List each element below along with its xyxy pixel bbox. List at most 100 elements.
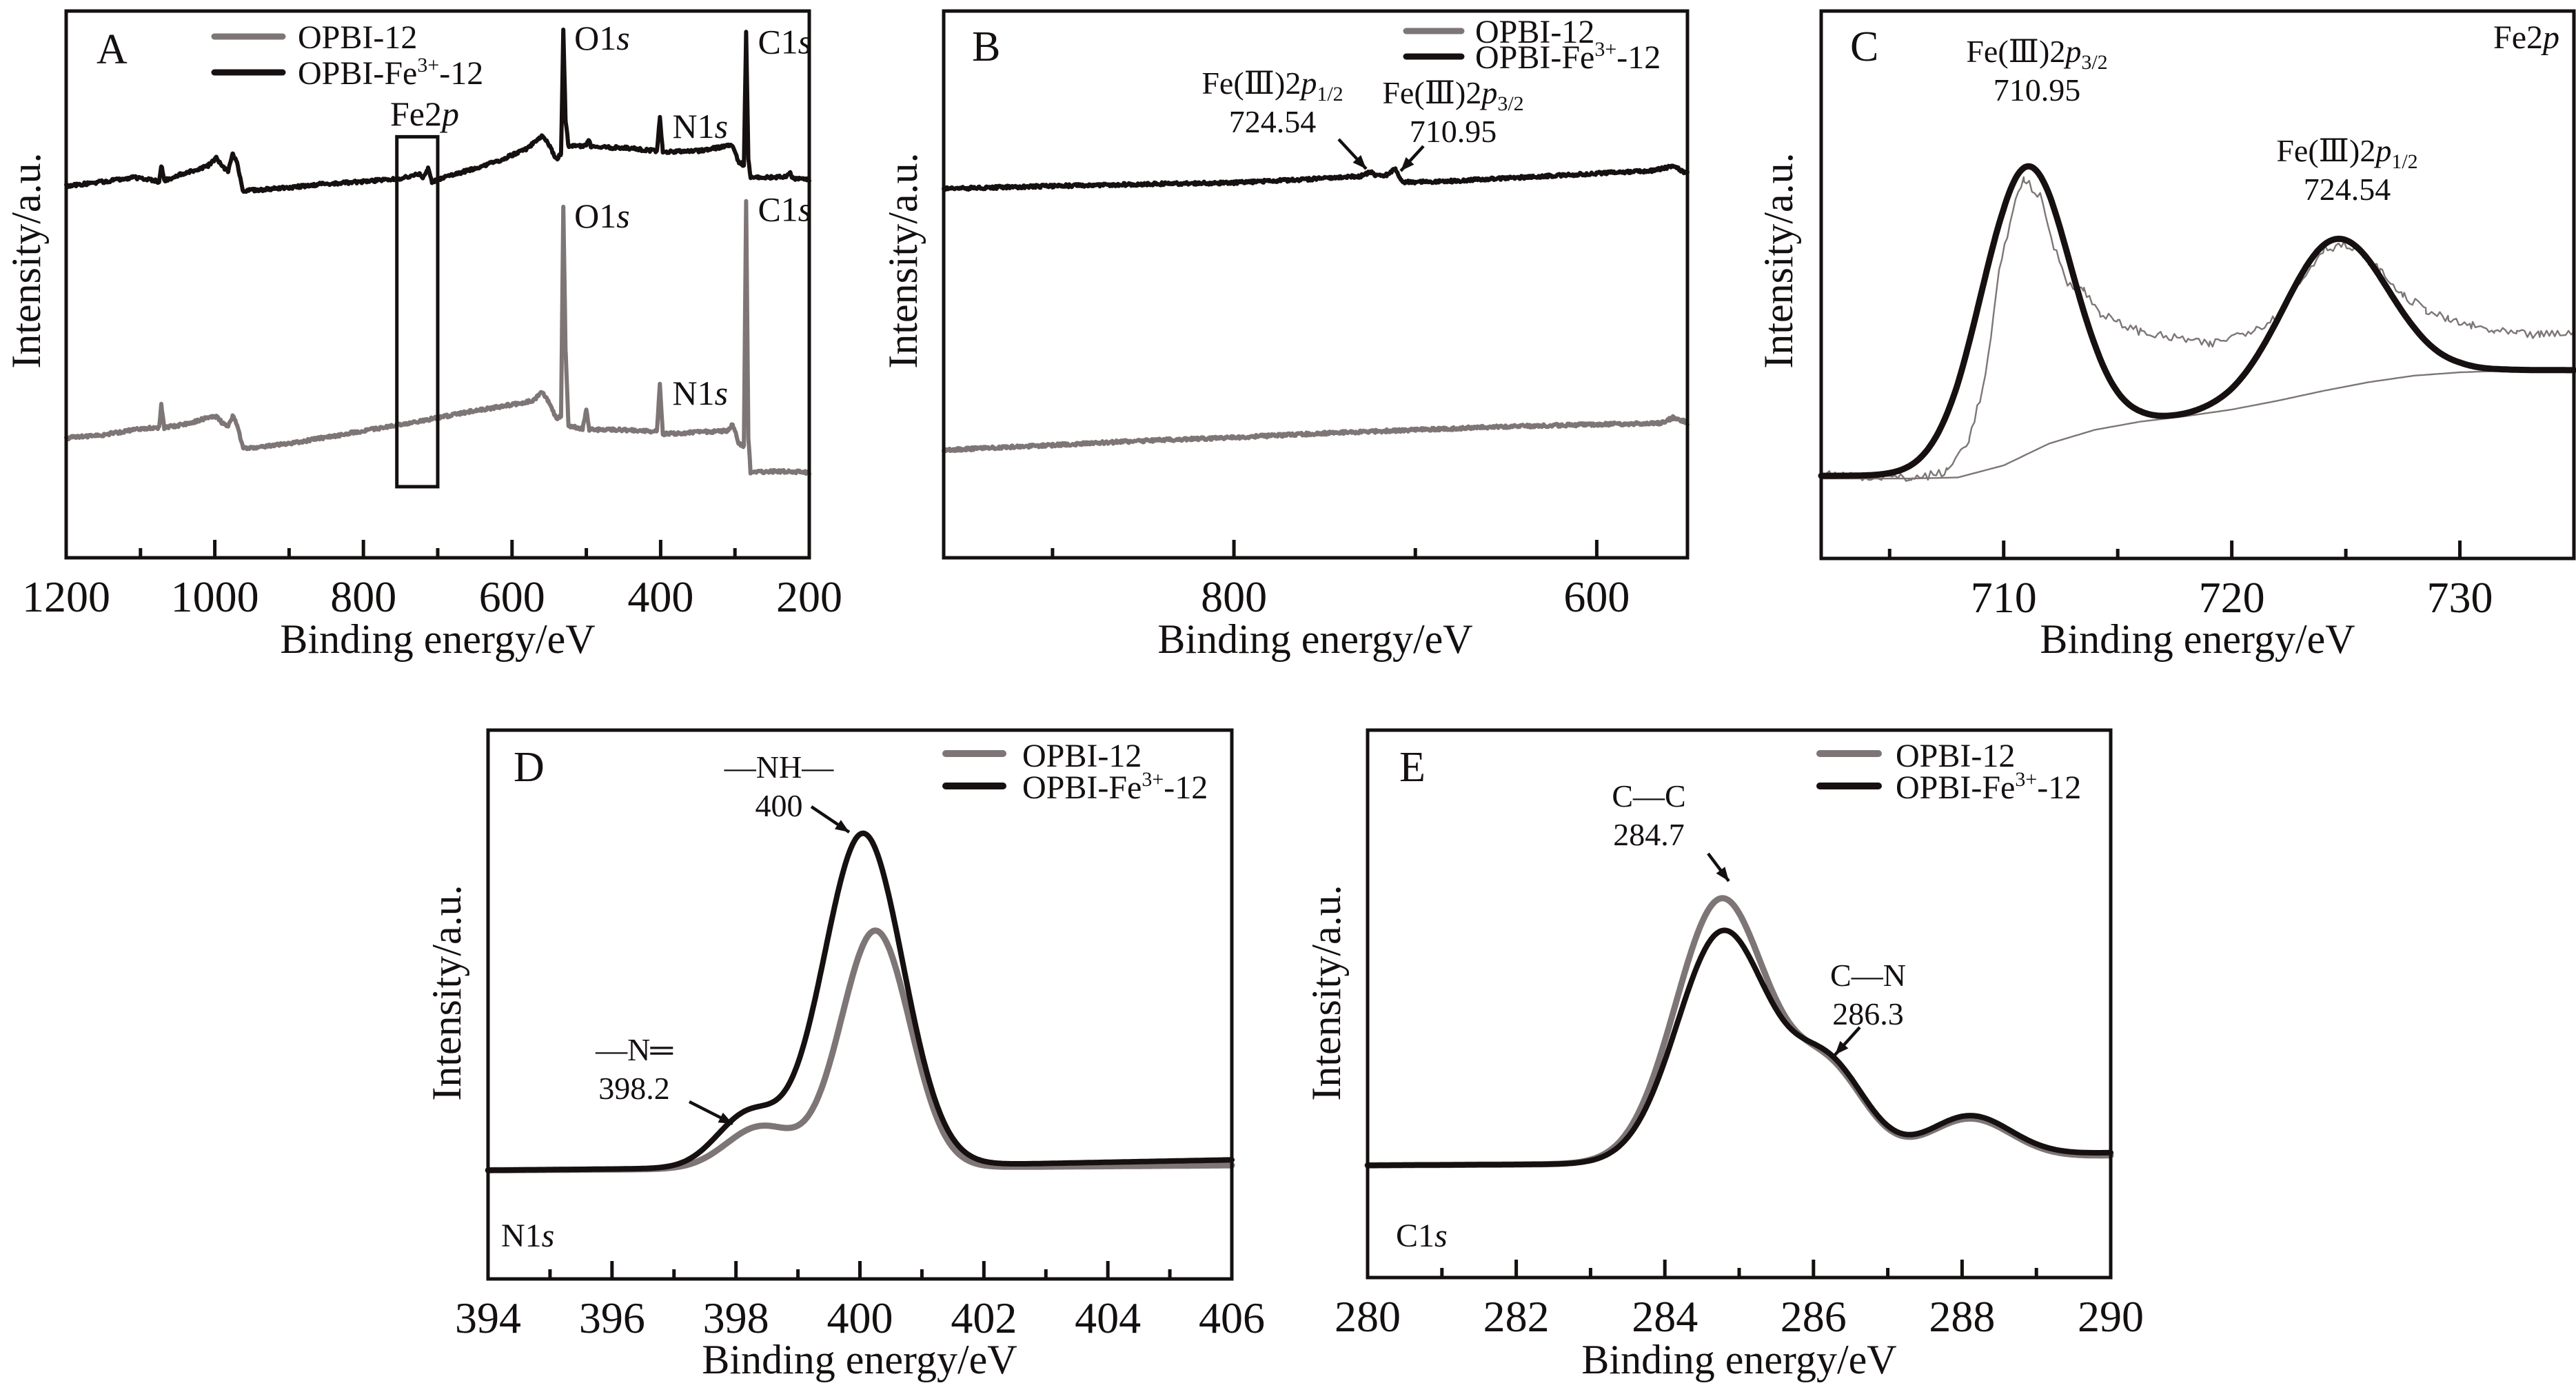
peak-label-n1s: N1s bbox=[672, 107, 728, 145]
x-tick-label: 286 bbox=[1781, 1292, 1847, 1341]
svg-text:Fe(Ⅲ)2p1/2: Fe(Ⅲ)2p1/2 bbox=[2276, 133, 2417, 173]
panel-e-x-axis-title: Binding energy/eV bbox=[1581, 1337, 1896, 1382]
panel-a-x-axis: 1200 1000 800 600 400 200 bbox=[22, 540, 842, 621]
panel-d-plot-area bbox=[485, 830, 1235, 1173]
svg-text:—N═: —N═ bbox=[595, 1032, 673, 1067]
arrowhead-icon bbox=[718, 1112, 733, 1124]
panel-d-x-axis: 394 396 398 400 402 404 406 bbox=[455, 1261, 1265, 1342]
fe2p-highlight-box bbox=[395, 134, 440, 489]
panel-c-fe2p-fit: 710 720 730 C Fe2p Binding energy/eV Inten… bbox=[1756, 9, 2576, 662]
svg-text:C—C: C—C bbox=[1612, 778, 1685, 814]
panel-e-legend: OPBI-12 OPBI-Fe3+-12 bbox=[1816, 738, 2081, 806]
panel-d-letter: D bbox=[514, 744, 545, 791]
annotation-nh: —NH—400 bbox=[724, 749, 834, 823]
arrowhead-icon bbox=[1835, 1040, 1849, 1055]
panel-b-x-axis-title: Binding energy/eV bbox=[1157, 616, 1472, 662]
series-line-opbi-fe3-12 bbox=[485, 830, 1235, 1173]
x-tick-label: 730 bbox=[2427, 573, 2493, 622]
svg-text:284.7: 284.7 bbox=[1613, 817, 1685, 852]
panel-a-legend: OPBI-12 OPBI-Fe3+-12 bbox=[211, 19, 483, 92]
panel-e-y-axis-title: Intensity/a.u. bbox=[1304, 885, 1349, 1100]
panel-a-y-axis-title: Intensity/a.u. bbox=[3, 152, 49, 368]
x-tick-label: 400 bbox=[827, 1293, 893, 1342]
panel-c-frame bbox=[1819, 9, 2576, 561]
svg-text:400: 400 bbox=[755, 788, 803, 823]
legend-label-black: OPBI-Fe3+-12 bbox=[1475, 38, 1661, 76]
svg-text:724.54: 724.54 bbox=[1229, 104, 1317, 139]
legend-label-black: OPBI-Fe3+-12 bbox=[298, 54, 483, 92]
series-line-opbi-fe3-12 bbox=[64, 28, 811, 194]
panel-e-corner-label: C1s bbox=[1396, 1218, 1448, 1254]
x-tick-label: 200 bbox=[776, 572, 842, 621]
panel-c-x-axis-title: Binding energy/eV bbox=[2040, 616, 2355, 662]
x-tick-label: 720 bbox=[2199, 573, 2265, 622]
peak-label-o1s: O1s bbox=[574, 196, 630, 235]
svg-text:398.2: 398.2 bbox=[598, 1071, 670, 1106]
x-tick-label: 394 bbox=[455, 1293, 521, 1342]
panel-e-c1s-spectrum: 280 282 284 286 288 290 E C1s OPBI-12 OPBI-Fe… bbox=[1304, 728, 2144, 1382]
arrowhead-icon bbox=[1716, 867, 1729, 881]
panel-d-y-axis-title: Intensity/a.u. bbox=[424, 885, 469, 1100]
panel-d-x-axis-title: Binding energy/eV bbox=[702, 1337, 1017, 1382]
x-tick-label: 400 bbox=[627, 572, 693, 621]
x-tick-label: 398 bbox=[703, 1293, 769, 1342]
panel-c-plot-area bbox=[1818, 163, 2576, 482]
legend-label-black: OPBI-Fe3+-12 bbox=[1022, 768, 1208, 806]
svg-text:Fe(Ⅲ)2p1/2: Fe(Ⅲ)2p1/2 bbox=[1201, 65, 1343, 105]
svg-text:724.54: 724.54 bbox=[2304, 172, 2391, 207]
panel-b-y-axis-title: Intensity/a.u. bbox=[880, 152, 926, 368]
panel-a-plot-area: O1s N1s C1s O1s N1s C1s bbox=[64, 19, 811, 489]
legend-label-gray: OPBI-12 bbox=[1896, 738, 2015, 774]
arrowhead-icon bbox=[1352, 154, 1366, 169]
panel-b-frame bbox=[942, 9, 1690, 560]
x-tick-label: 710 bbox=[1971, 573, 2037, 622]
panel-b-letter: B bbox=[972, 23, 1000, 70]
panel-d-legend: OPBI-12 OPBI-Fe3+-12 bbox=[942, 738, 1208, 806]
panel-a-letter: A bbox=[97, 26, 128, 73]
panel-e-letter: E bbox=[1399, 744, 1426, 791]
panel-e-x-axis: 280 282 284 286 288 290 bbox=[1335, 1260, 2144, 1341]
legend-label-gray: OPBI-12 bbox=[1022, 738, 1142, 774]
arrowhead-icon bbox=[1401, 157, 1414, 171]
peak-label-c1s: C1s bbox=[758, 23, 811, 61]
panel-c-corner-label: Fe2p bbox=[2493, 19, 2559, 56]
series-line-raw-spectrum bbox=[1820, 176, 2575, 482]
panel-b-fe2p-region: 800 600 B OPBI-12 OPBI-Fe3+-12 Binding en… bbox=[880, 9, 1690, 662]
x-tick-label: 284 bbox=[1632, 1292, 1698, 1341]
series-line-fit-envelope bbox=[1818, 163, 2576, 479]
panel-e-frame bbox=[1366, 728, 2113, 1280]
panel-d-n1s-spectrum: 394 396 398 400 402 404 406 D N1s OPBI-12 OPBI… bbox=[424, 728, 1265, 1382]
legend-label-gray: OPBI-12 bbox=[298, 19, 417, 56]
panel-c-x-axis: 710 720 730 bbox=[1887, 541, 2493, 622]
panel-c-y-axis-title: Intensity/a.u. bbox=[1756, 152, 1801, 368]
svg-text:286.3: 286.3 bbox=[1832, 996, 1904, 1031]
series-line-opbi-12 bbox=[942, 414, 1690, 454]
x-tick-label: 600 bbox=[479, 572, 545, 621]
legend-label-black: OPBI-Fe3+-12 bbox=[1896, 768, 2081, 806]
peak-label-c1s: C1s bbox=[758, 190, 811, 228]
x-tick-label: 600 bbox=[1563, 572, 1630, 621]
svg-text:C—N: C—N bbox=[1830, 958, 1906, 993]
panel-a-x-axis-title: Binding energy/eV bbox=[280, 616, 595, 662]
x-tick-label: 1200 bbox=[22, 572, 110, 621]
x-tick-label: 288 bbox=[1929, 1292, 1995, 1341]
x-tick-label: 404 bbox=[1075, 1293, 1141, 1342]
series-line-background bbox=[1820, 369, 2575, 480]
x-tick-label: 280 bbox=[1335, 1292, 1401, 1341]
svg-text:710.95: 710.95 bbox=[1410, 114, 1497, 149]
svg-text:Fe(Ⅲ)2p3/2: Fe(Ⅲ)2p3/2 bbox=[1966, 34, 2107, 74]
svg-text:Fe(Ⅲ)2p3/2: Fe(Ⅲ)2p3/2 bbox=[1382, 75, 1523, 115]
legend-label-gray: OPBI-12 bbox=[1475, 14, 1594, 50]
panel-d-frame bbox=[486, 728, 1234, 1281]
x-tick-label: 290 bbox=[2078, 1292, 2144, 1341]
x-tick-label: 282 bbox=[1483, 1292, 1550, 1341]
panel-b-legend: OPBI-12 OPBI-Fe3+-12 bbox=[1403, 14, 1661, 76]
series-line-opbi-fe3-12 bbox=[942, 163, 1690, 192]
series-line-opbi-fe3-12 bbox=[1365, 927, 2113, 1169]
